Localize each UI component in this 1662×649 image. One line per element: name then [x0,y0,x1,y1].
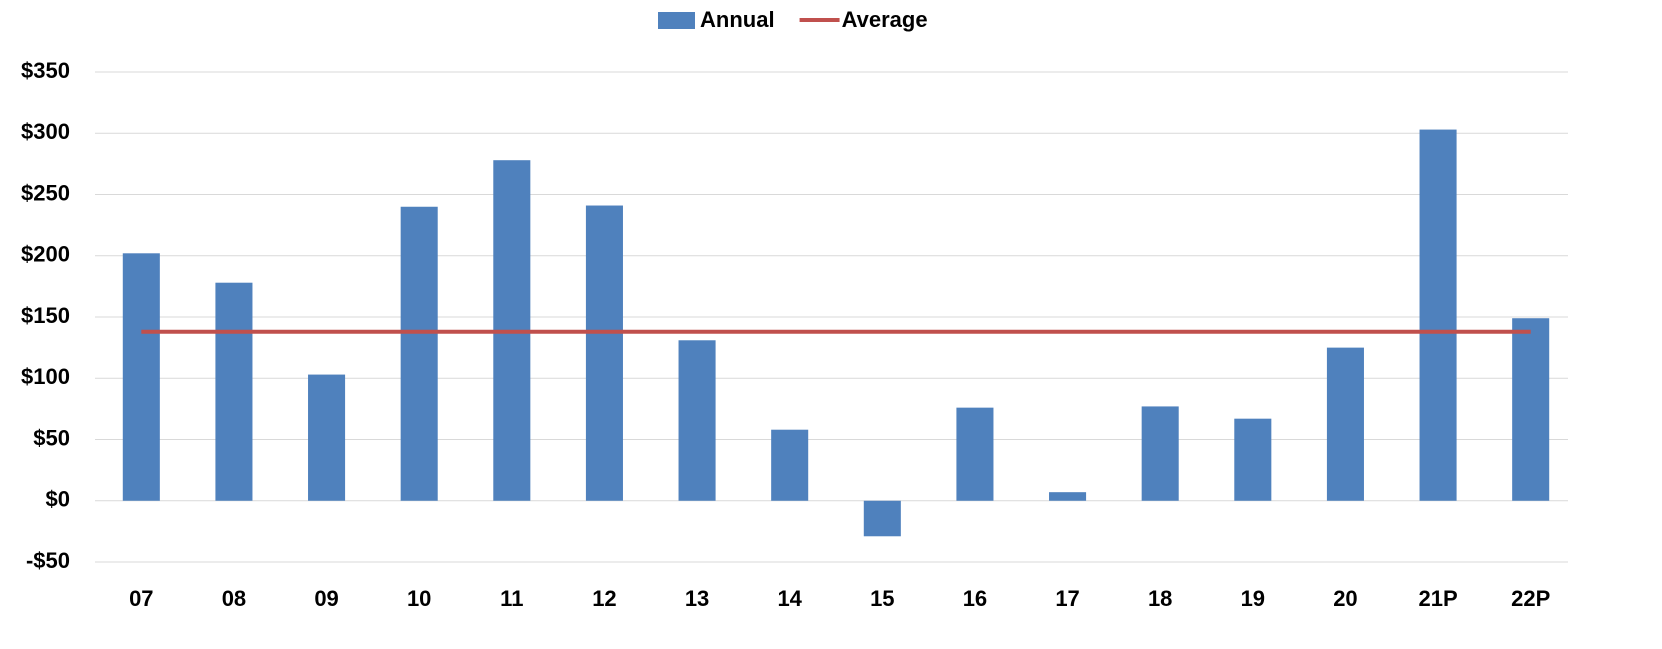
bar [863,500,901,537]
x-tick-label: 19 [1241,586,1265,611]
x-tick-label: 14 [777,586,802,611]
bar [1512,318,1550,501]
x-tick-label: 20 [1333,586,1357,611]
x-tick-label: 11 [500,586,523,611]
bar [771,429,809,501]
y-tick-label: $250 [21,180,70,205]
bar [122,253,160,501]
x-tick-label: 07 [129,586,153,611]
x-tick-label: 17 [1055,586,1079,611]
y-tick-label: -$50 [26,548,70,573]
bar [1419,129,1457,501]
bar [1326,347,1364,501]
bar [678,340,716,501]
y-tick-label: $300 [21,119,70,144]
bar [1049,492,1087,501]
x-tick-label: 16 [963,586,987,611]
legend-label: Average [842,7,928,32]
bar [585,205,623,501]
y-tick-label: $200 [21,242,70,267]
bar [956,407,994,501]
x-tick-label: 21P [1418,586,1457,611]
x-tick-label: 22P [1511,586,1550,611]
x-tick-label: 10 [407,586,431,611]
bar [308,374,346,501]
legend-label: Annual [700,7,775,32]
x-tick-label: 13 [685,586,709,611]
bar [1234,418,1272,501]
x-tick-label: 12 [592,586,616,611]
x-tick-label: 15 [870,586,894,611]
y-tick-label: $100 [21,364,70,389]
x-tick-label: 09 [314,586,338,611]
bar [215,282,253,501]
bar [1141,406,1179,501]
legend-swatch [658,12,695,29]
x-tick-label: 18 [1148,586,1172,611]
y-tick-label: $150 [21,303,70,328]
bar [400,206,438,501]
y-tick-label: $0 [46,487,70,512]
x-tick-label: 08 [222,586,246,611]
y-tick-label: $350 [21,58,70,83]
y-tick-label: $50 [33,425,70,450]
